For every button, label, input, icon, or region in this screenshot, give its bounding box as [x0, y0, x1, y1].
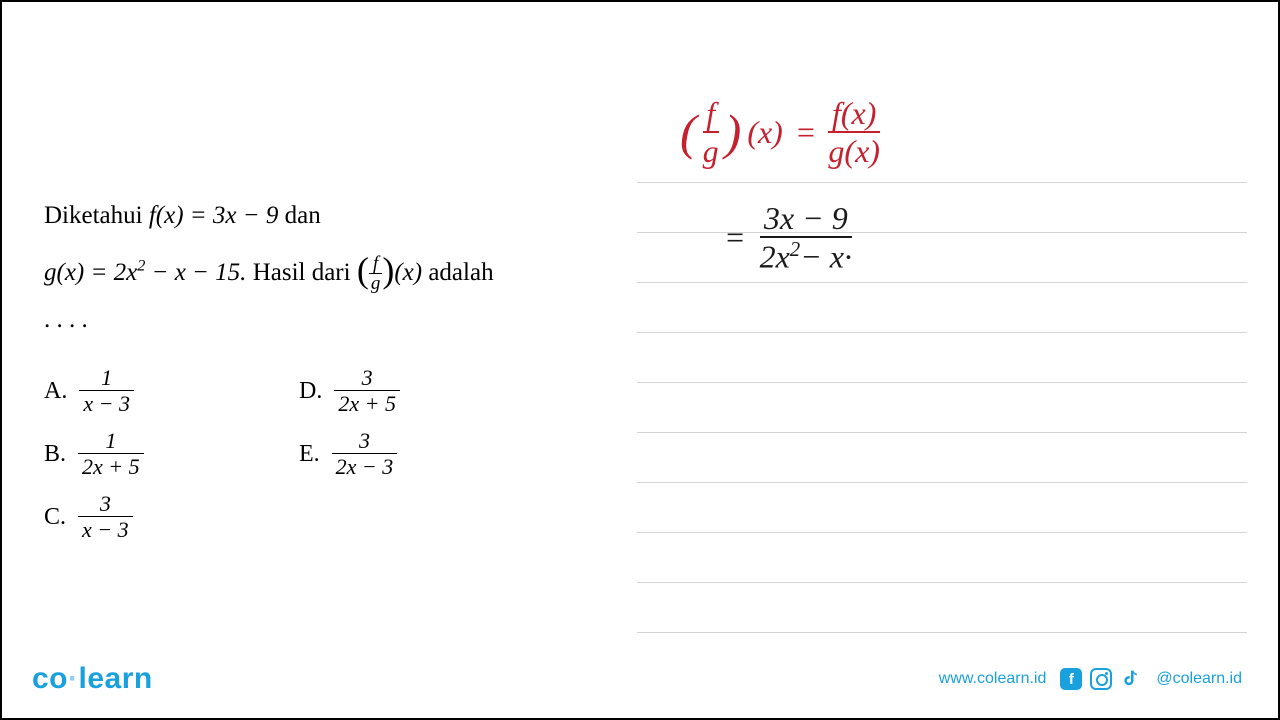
rule-line — [637, 582, 1247, 583]
hw-den2: 2x2− x· — [760, 236, 852, 273]
hw-frac2: 3x − 9 2x2− x· — [760, 202, 852, 273]
text-hasil: Hasil dari — [246, 259, 356, 286]
facebook-icon: f — [1060, 668, 1082, 690]
tiktok-icon — [1120, 668, 1142, 690]
option-b-frac: 1 2x + 5 — [78, 429, 144, 478]
text-diketahui: Diketahui — [44, 202, 149, 229]
option-d: D. 3 2x + 5 — [299, 366, 554, 415]
option-c-label: C. — [44, 499, 66, 535]
instagram-icon — [1090, 668, 1112, 690]
rule-line — [637, 482, 1247, 483]
text-dan: dan — [278, 202, 320, 229]
problem-area: Diketahui f(x) = 3x − 9 dan g(x) = 2x2 −… — [44, 197, 624, 542]
option-c: C. 3 x − 3 — [44, 492, 299, 541]
rule-line — [637, 282, 1247, 283]
rule-line — [637, 432, 1247, 433]
options-grid: A. 1 x − 3 D. 3 2x + 5 B. 1 2x + 5 E. 3 — [44, 366, 624, 542]
rule-line — [637, 332, 1247, 333]
footer: co·learn www.colearn.id f @colearn.id — [2, 640, 1278, 718]
rparen: ) — [382, 250, 394, 290]
hw-eq2: = — [724, 219, 746, 256]
hw-num2: 3x − 9 — [764, 202, 848, 236]
hw-x1: (x) — [747, 114, 783, 151]
hw-eq1: = — [795, 114, 817, 151]
gx-part2: − x − 15. — [145, 259, 246, 286]
website-url: www.colearn.id — [939, 670, 1047, 688]
option-d-frac: 3 2x + 5 — [334, 366, 400, 415]
rule-line — [637, 182, 1247, 183]
gx-part1: g(x) = 2x — [44, 259, 137, 286]
option-a-label: A. — [44, 373, 67, 409]
hw-rparen: ) — [725, 103, 742, 161]
problem-line2: g(x) = 2x2 − x − 15. Hasil dari (fg)(x) … — [44, 241, 624, 295]
handwriting-red-line1: ( f g ) (x) = f(x) g(x) — [680, 97, 880, 167]
option-e-frac: 3 2x − 3 — [332, 429, 398, 478]
hw-f-over-g: f g — [703, 97, 719, 167]
problem-line1: Diketahui f(x) = 3x − 9 dan — [44, 197, 624, 235]
option-c-frac: 3 x − 3 — [78, 492, 133, 541]
logo-co: co — [32, 662, 68, 695]
social-handle: @colearn.id — [1156, 670, 1242, 688]
handwriting-black-line2: = 3x − 9 2x2− x· — [724, 202, 852, 273]
social-icons: f — [1060, 668, 1142, 690]
rule-line — [637, 532, 1247, 533]
brand-logo: co·learn — [32, 662, 153, 696]
option-e: E. 3 2x − 3 — [299, 429, 554, 478]
option-b-label: B. — [44, 436, 66, 472]
footer-right: www.colearn.id f @colearn.id — [939, 668, 1242, 690]
option-e-label: E. — [299, 436, 320, 472]
text-adalah: adalah — [422, 259, 493, 286]
option-a-frac: 1 x − 3 — [79, 366, 134, 415]
rule-line — [637, 382, 1247, 383]
f-over-g: fg — [369, 254, 383, 293]
hw-lparen: ( — [680, 103, 697, 161]
fx-expression: f(x) = 3x − 9 — [149, 202, 279, 229]
dots: . . . . — [44, 301, 624, 339]
hw-fx-over-gx: f(x) g(x) — [828, 97, 880, 167]
logo-learn: learn — [79, 662, 153, 695]
option-a: A. 1 x − 3 — [44, 366, 299, 415]
x-arg: (x) — [394, 259, 422, 286]
option-d-label: D. — [299, 373, 322, 409]
option-b: B. 1 2x + 5 — [44, 429, 299, 478]
lparen: ( — [357, 250, 369, 290]
rule-line — [637, 632, 1247, 633]
